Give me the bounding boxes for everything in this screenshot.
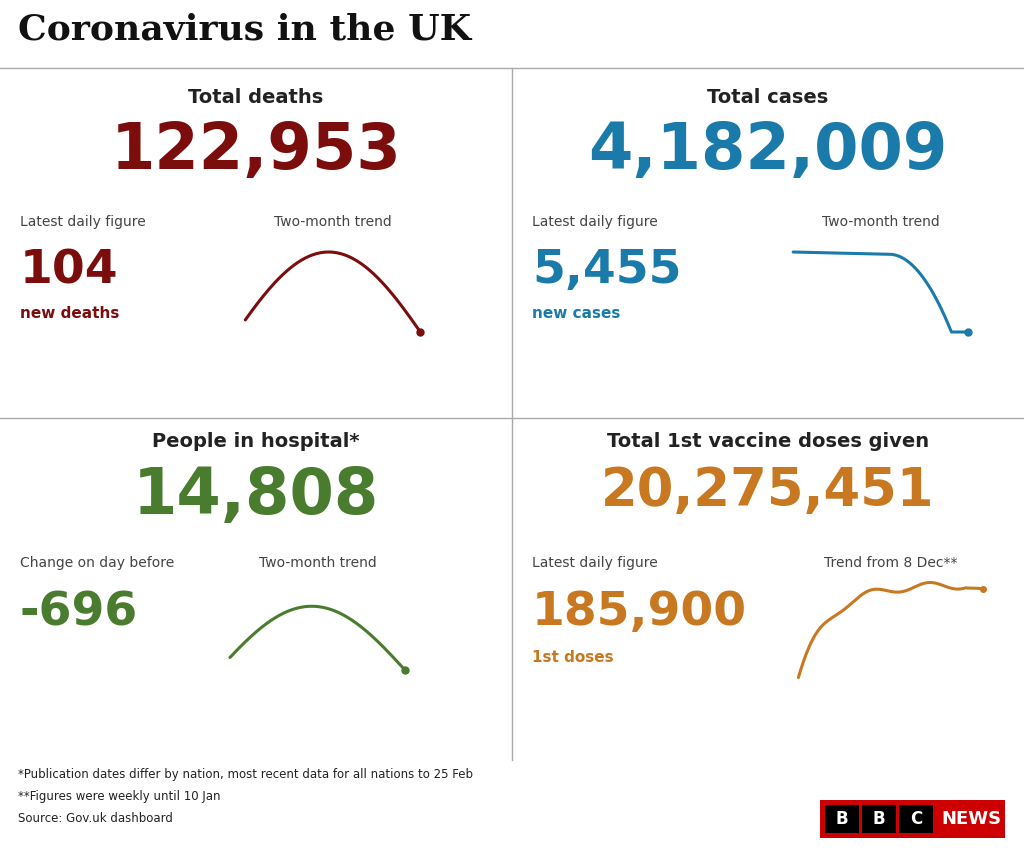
Text: Latest daily figure: Latest daily figure (532, 556, 657, 570)
Text: Two-month trend: Two-month trend (822, 215, 939, 229)
Text: 4,182,009: 4,182,009 (589, 120, 947, 182)
Text: 20,275,451: 20,275,451 (601, 465, 935, 517)
Text: Two-month trend: Two-month trend (259, 556, 376, 570)
Text: 185,900: 185,900 (532, 590, 748, 635)
Text: B: B (872, 810, 886, 828)
Text: Trend from 8 Dec**: Trend from 8 Dec** (824, 556, 957, 570)
Text: -696: -696 (20, 590, 138, 635)
Text: C: C (910, 810, 923, 828)
Bar (820, 800, 1005, 838)
Text: NEWS: NEWS (941, 810, 1001, 828)
Text: 14,808: 14,808 (133, 465, 379, 527)
Text: People in hospital*: People in hospital* (153, 432, 359, 451)
Text: new deaths: new deaths (20, 306, 120, 321)
Text: new cases: new cases (532, 306, 621, 321)
Text: 104: 104 (20, 248, 119, 293)
Text: Coronavirus in the UK: Coronavirus in the UK (18, 12, 471, 46)
Text: **Figures were weekly until 10 Jan: **Figures were weekly until 10 Jan (18, 790, 220, 803)
Text: Total 1st vaccine doses given: Total 1st vaccine doses given (607, 432, 929, 451)
Text: Latest daily figure: Latest daily figure (532, 215, 657, 229)
Text: Change on day before: Change on day before (20, 556, 174, 570)
Bar (825, 805, 859, 833)
Text: 1st doses: 1st doses (532, 650, 613, 665)
Text: Total deaths: Total deaths (188, 88, 324, 107)
Text: Total cases: Total cases (708, 88, 828, 107)
Text: Two-month trend: Two-month trend (274, 215, 391, 229)
Bar (899, 805, 933, 833)
Text: 122,953: 122,953 (111, 120, 401, 182)
Text: Latest daily figure: Latest daily figure (20, 215, 145, 229)
Text: *Publication dates differ by nation, most recent data for all nations to 25 Feb: *Publication dates differ by nation, mos… (18, 768, 473, 781)
Bar (862, 805, 896, 833)
Text: Source: Gov.uk dashboard: Source: Gov.uk dashboard (18, 812, 173, 825)
Text: 5,455: 5,455 (532, 248, 682, 293)
Text: B: B (836, 810, 848, 828)
